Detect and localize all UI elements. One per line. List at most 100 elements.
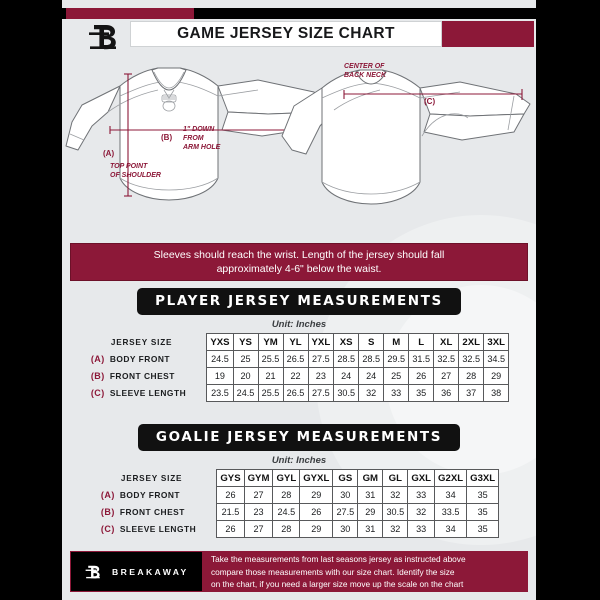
table-cell: 31: [357, 486, 384, 504]
table-cell: 25: [383, 367, 410, 385]
page-title-box: GAME JERSEY SIZE CHART: [130, 21, 442, 47]
goalie-size-header-g3xl: G3XL: [466, 469, 500, 487]
player-table-body: (A) BODY FRONT 24.5 25 25.5 26.5 27.5 28.5 28.5 2…: [89, 350, 510, 402]
table-cell: 30.5: [382, 503, 409, 521]
player-section-heading: PLAYER JERSEY MEASUREMENTS: [137, 288, 461, 315]
content-panel: GAME JERSEY SIZE CHART .jl { fill:#fffff…: [62, 0, 536, 600]
footer-line-2: compare those measurements with our size…: [211, 566, 455, 577]
table-cell: 25: [232, 350, 259, 368]
table-cell: 21: [257, 367, 284, 385]
goalie-size-header-gys: GYS: [216, 469, 245, 487]
table-cell: 29.5: [383, 350, 410, 368]
player-size-header-s: S: [358, 333, 385, 351]
table-cell: 27.5: [332, 503, 359, 521]
table-row: (C) SLEEVE LENGTH 26 27 28 29 30 31 32 33 34 35: [99, 520, 500, 538]
player-size-header-ys: YS: [232, 333, 259, 351]
instruction-banner-line-1: Sleeves should reach the wrist. Length o…: [153, 248, 445, 261]
player-row-label-cell: (A) BODY FRONT: [89, 351, 207, 368]
player-row-name: BODY FRONT: [109, 354, 171, 364]
breakaway-b-logo-icon: [84, 20, 126, 54]
table-cell: 27: [243, 520, 274, 538]
table-cell: 30: [332, 486, 359, 504]
page-title: GAME JERSEY SIZE CHART: [177, 25, 395, 42]
footer-line-1: Take the measurements from last seasons …: [211, 554, 466, 565]
footer: BREAKAWAY Take the measurements from las…: [70, 551, 528, 592]
player-jersey-section: PLAYER JERSEY MEASUREMENTS Unit: Inches …: [62, 288, 536, 402]
goalie-size-header-gl: GL: [382, 469, 409, 487]
goalie-row-label-cell: (B) FRONT CHEST: [99, 504, 217, 521]
player-size-header-xl: XL: [433, 333, 460, 351]
player-row-name: FRONT CHEST: [109, 371, 175, 381]
table-cell: 24: [333, 367, 360, 385]
table-cell: 28: [272, 486, 301, 504]
table-cell: 29: [357, 503, 384, 521]
table-cell: 32.5: [458, 350, 485, 368]
table-cell: 32: [407, 503, 436, 521]
table-cell: 29: [299, 520, 334, 538]
table-row: (B) FRONT CHEST 19 20 21 22 23 24 24 25 26 27 28 29: [89, 367, 510, 385]
goalie-size-header-gs: GS: [332, 469, 359, 487]
table-cell: 34: [434, 520, 468, 538]
table-cell: 21.5: [216, 503, 245, 521]
table-cell: 28: [458, 367, 485, 385]
table-cell: 19: [206, 367, 234, 385]
table-cell: 34.5: [483, 350, 510, 368]
back-note-1: CENTER OF: [344, 63, 385, 70]
jersey-diagrams: .jl { fill:#ffffff; stroke:#6f7276; stro…: [62, 50, 536, 232]
table-cell: 35: [466, 486, 500, 504]
goalie-table-head: JERSEY SIZE GYS GYM GYL GYXL GS GM GL GXL G2XL G3X…: [99, 469, 500, 487]
goalie-section-heading: GOALIE JERSEY MEASUREMENTS: [137, 424, 461, 451]
goalie-row-name: BODY FRONT: [119, 490, 181, 500]
player-jersey-size-label: JERSEY SIZE: [110, 337, 173, 347]
table-cell: 29: [299, 486, 334, 504]
table-cell: 26.5: [282, 384, 309, 402]
player-row-tag: (B): [90, 371, 105, 381]
table-row: (A) BODY FRONT 24.5 25 25.5 26.5 27.5 28.5 28.5 2…: [89, 350, 510, 368]
table-cell: 27: [433, 367, 460, 385]
player-row-tag: (A): [90, 354, 105, 364]
player-size-header-yl: YL: [282, 333, 309, 351]
footer-brand-name: BREAKAWAY: [112, 566, 189, 577]
goalie-size-header-gm: GM: [357, 469, 384, 487]
table-row: (A) BODY FRONT 26 27 28 29 30 31 32 33 34 35: [99, 486, 500, 504]
front-label-a-note-1: TOP POINT: [110, 163, 148, 170]
table-cell: 24.5: [272, 503, 301, 521]
table-cell: 27.5: [307, 350, 335, 368]
table-cell: 20: [232, 367, 259, 385]
table-cell: 23.5: [206, 384, 234, 402]
header-maroon-block: [442, 21, 534, 47]
goalie-row-label-cell: (C) SLEEVE LENGTH: [99, 521, 217, 538]
instruction-banner-line-2: approximately 4-6" below the waist.: [216, 263, 382, 275]
goalie-row-tag: (B): [100, 507, 115, 517]
front-label-b-note-3: ARM HOLE: [182, 144, 221, 151]
table-cell: 27: [243, 486, 274, 504]
breakaway-b-logo-icon-small: [85, 565, 100, 578]
table-cell: 24.5: [232, 384, 259, 402]
goalie-jersey-section: GOALIE JERSEY MEASUREMENTS Unit: Inches …: [62, 424, 536, 538]
player-unit-label: Unit: Inches: [271, 319, 327, 330]
table-cell: 31.5: [408, 350, 435, 368]
goalie-row-name: FRONT CHEST: [119, 507, 185, 517]
table-cell: 33.5: [434, 503, 468, 521]
player-row-tag: (C): [90, 388, 105, 398]
goalie-row-tag: (C): [100, 524, 115, 534]
player-size-header-l: L: [408, 333, 435, 351]
player-size-header-m: M: [383, 333, 410, 351]
table-cell: 34: [434, 486, 468, 504]
back-jersey-illustration: (C) CENTER OF BACK NECK: [281, 63, 531, 205]
table-cell: 23: [307, 367, 335, 385]
table-cell: 23: [243, 503, 274, 521]
table-cell: 33: [383, 384, 410, 402]
goalie-size-header-gym: GYM: [243, 469, 274, 487]
table-cell: 32: [358, 384, 385, 402]
table-cell: 37: [458, 384, 485, 402]
instruction-banner: Sleeves should reach the wrist. Length o…: [70, 243, 528, 281]
table-cell: 35: [466, 520, 500, 538]
player-size-header-yxs: YXS: [206, 333, 234, 351]
top-accent-maroon-segment: [66, 8, 194, 19]
table-cell: 32: [382, 486, 409, 504]
table-cell: 26: [216, 520, 245, 538]
table-cell: 28.5: [333, 350, 360, 368]
goalie-unit-label: Unit: Inches: [271, 455, 327, 466]
